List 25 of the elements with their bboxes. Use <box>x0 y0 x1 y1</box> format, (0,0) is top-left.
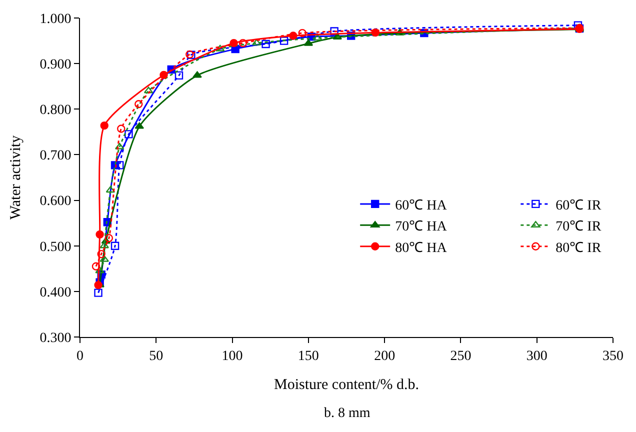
legend-label: 80℃ HA <box>395 240 448 256</box>
x-tick-label: 0 <box>76 348 84 364</box>
legend-label: 70℃ HA <box>395 220 448 235</box>
x-tick-label: 250 <box>450 348 472 364</box>
y-tick-label: 0.300 <box>40 330 72 346</box>
y-tick-label: 1.000 <box>40 12 72 27</box>
y-tick-label: 0.400 <box>40 285 72 300</box>
legend-label: 60℃ IR <box>556 198 602 214</box>
legend-label: 80℃ IR <box>556 240 602 256</box>
x-tick-label: 50 <box>149 348 164 364</box>
text: b. 8 mm <box>324 406 370 421</box>
x-tick-label: 350 <box>602 348 624 364</box>
legend-label: 70℃ IR <box>556 220 602 235</box>
x-tick-label: 150 <box>298 348 319 364</box>
x-tick-label: 300 <box>526 348 548 364</box>
y-tick-label: 0.500 <box>40 240 72 255</box>
y-tick-label: 0.700 <box>40 148 72 164</box>
y-tick-label: 0.800 <box>40 103 72 118</box>
y-axis-title: Water activity <box>8 134 24 220</box>
y-tick-label: 0.900 <box>40 57 72 72</box>
y-tick-label: 0.600 <box>40 194 72 210</box>
x-tick-label: 200 <box>374 348 396 364</box>
x-axis-title: Moisture content/% d.b. <box>274 376 419 393</box>
legend-label: 60℃ HA <box>395 198 448 214</box>
x-tick-label: 100 <box>222 348 243 364</box>
